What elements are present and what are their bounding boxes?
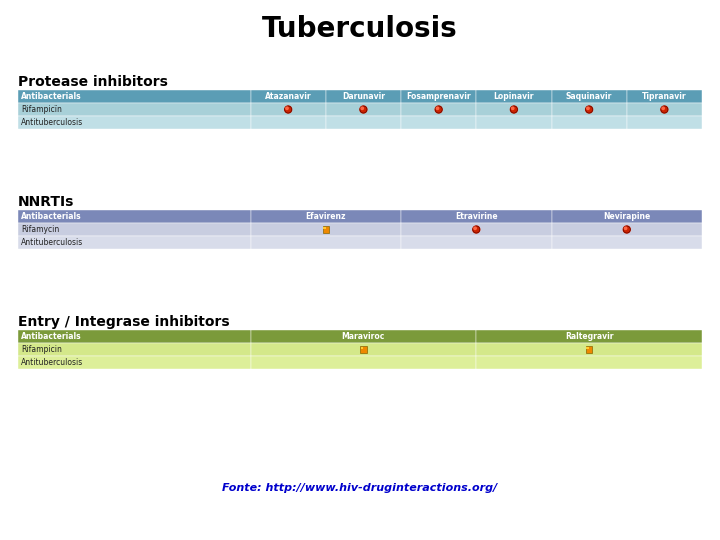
FancyBboxPatch shape [251, 330, 477, 343]
Text: Rifamycin: Rifamycin [21, 225, 59, 234]
FancyBboxPatch shape [18, 236, 251, 249]
Text: Lopinavir: Lopinavir [494, 92, 534, 101]
FancyBboxPatch shape [401, 210, 552, 223]
FancyBboxPatch shape [477, 343, 702, 356]
FancyBboxPatch shape [18, 356, 251, 369]
FancyBboxPatch shape [251, 356, 477, 369]
FancyBboxPatch shape [552, 103, 626, 116]
Text: Darunavir: Darunavir [342, 92, 385, 101]
FancyBboxPatch shape [552, 210, 702, 223]
Circle shape [587, 107, 589, 110]
FancyBboxPatch shape [626, 103, 702, 116]
Circle shape [511, 107, 514, 110]
Text: Etravirine: Etravirine [455, 212, 498, 221]
FancyBboxPatch shape [18, 343, 251, 356]
FancyBboxPatch shape [401, 116, 477, 129]
Text: Saquinavir: Saquinavir [566, 92, 612, 101]
Circle shape [624, 226, 630, 233]
FancyBboxPatch shape [401, 236, 552, 249]
Text: Rifampicïn: Rifampicïn [21, 105, 62, 114]
Text: Nevirapine: Nevirapine [603, 212, 650, 221]
FancyBboxPatch shape [626, 90, 702, 103]
Text: Antituberculosis: Antituberculosis [21, 358, 84, 367]
FancyBboxPatch shape [586, 346, 593, 353]
FancyBboxPatch shape [18, 210, 251, 223]
FancyBboxPatch shape [477, 90, 552, 103]
FancyBboxPatch shape [251, 90, 325, 103]
FancyBboxPatch shape [323, 226, 325, 229]
Circle shape [624, 227, 626, 230]
Text: Protease inhibitors: Protease inhibitors [18, 75, 168, 89]
FancyBboxPatch shape [401, 103, 477, 116]
FancyBboxPatch shape [251, 343, 477, 356]
Circle shape [360, 106, 367, 113]
Text: Fosamprenavir: Fosamprenavir [406, 92, 471, 101]
FancyBboxPatch shape [18, 116, 251, 129]
FancyBboxPatch shape [477, 330, 702, 343]
Text: Efavirenz: Efavirenz [305, 212, 346, 221]
Text: Fonte: http://www.hiv-druginteractions.org/: Fonte: http://www.hiv-druginteractions.o… [222, 483, 498, 493]
FancyBboxPatch shape [251, 210, 401, 223]
FancyBboxPatch shape [626, 116, 702, 129]
FancyBboxPatch shape [401, 223, 552, 236]
FancyBboxPatch shape [323, 226, 329, 233]
FancyBboxPatch shape [325, 90, 401, 103]
FancyBboxPatch shape [552, 223, 702, 236]
FancyBboxPatch shape [360, 346, 366, 353]
FancyBboxPatch shape [361, 347, 364, 349]
Text: Maraviroc: Maraviroc [342, 332, 385, 341]
Text: Atazanavir: Atazanavir [265, 92, 312, 101]
FancyBboxPatch shape [18, 103, 251, 116]
FancyBboxPatch shape [251, 116, 325, 129]
Text: Antituberculosis: Antituberculosis [21, 238, 84, 247]
Circle shape [361, 107, 364, 110]
Circle shape [436, 107, 438, 110]
Text: Rifampicin: Rifampicin [21, 345, 62, 354]
FancyBboxPatch shape [477, 116, 552, 129]
FancyBboxPatch shape [401, 90, 477, 103]
Circle shape [435, 106, 442, 113]
Text: Antibacterials: Antibacterials [21, 92, 81, 101]
FancyBboxPatch shape [477, 103, 552, 116]
FancyBboxPatch shape [251, 236, 401, 249]
Circle shape [286, 107, 288, 110]
FancyBboxPatch shape [251, 103, 325, 116]
Text: Raltegravir: Raltegravir [565, 332, 613, 341]
Text: NNRTIs: NNRTIs [18, 195, 74, 209]
Circle shape [474, 227, 477, 230]
Text: Antibacterials: Antibacterials [21, 332, 81, 341]
Circle shape [661, 106, 668, 113]
FancyBboxPatch shape [251, 223, 401, 236]
Circle shape [510, 106, 518, 113]
FancyBboxPatch shape [552, 116, 626, 129]
Circle shape [473, 226, 480, 233]
FancyBboxPatch shape [552, 236, 702, 249]
FancyBboxPatch shape [325, 103, 401, 116]
FancyBboxPatch shape [18, 223, 251, 236]
Circle shape [284, 106, 292, 113]
Text: Tipranavir: Tipranavir [642, 92, 687, 101]
Circle shape [585, 106, 593, 113]
Text: Antituberculosis: Antituberculosis [21, 118, 84, 127]
FancyBboxPatch shape [325, 116, 401, 129]
Text: Entry / Integrase inhibitors: Entry / Integrase inhibitors [18, 315, 230, 329]
Text: Antibacterials: Antibacterials [21, 212, 81, 221]
FancyBboxPatch shape [477, 356, 702, 369]
Circle shape [662, 107, 665, 110]
FancyBboxPatch shape [587, 347, 589, 349]
FancyBboxPatch shape [18, 330, 251, 343]
FancyBboxPatch shape [18, 90, 251, 103]
Text: Tuberculosis: Tuberculosis [262, 15, 458, 43]
FancyBboxPatch shape [552, 90, 626, 103]
